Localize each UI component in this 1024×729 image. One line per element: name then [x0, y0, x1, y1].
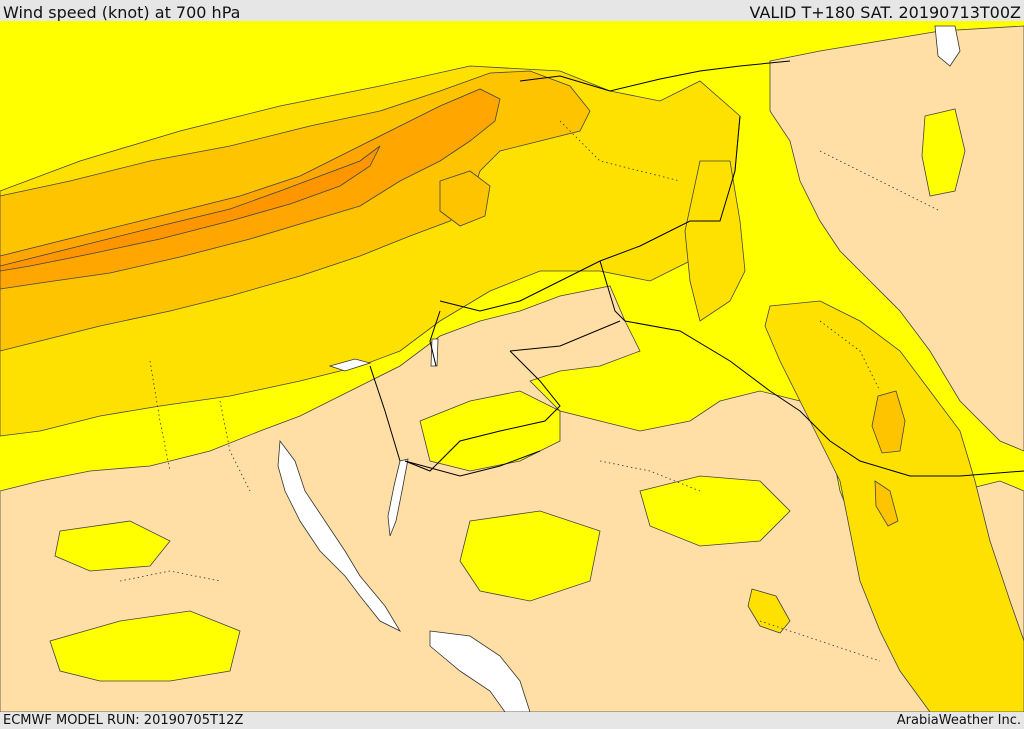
red-sea	[277, 439, 402, 632]
light-wind-patch-3	[459, 510, 601, 602]
red-sea-south	[429, 630, 531, 712]
light-wind-patch-6	[54, 520, 171, 572]
light-wind-patch-1	[419, 390, 561, 472]
moderate-patch-gulf	[871, 390, 906, 454]
wind-band-moderate-sw	[684, 160, 746, 322]
map-footer: ECMWF MODEL RUN: 20190705T12Z ArabiaWeat…	[0, 712, 1024, 729]
map-title: Wind speed (knot) at 700 hPa	[3, 3, 241, 22]
mediterranean-coast	[328, 358, 372, 372]
dead-sea	[430, 338, 439, 367]
map-canvas	[0, 21, 1024, 712]
wind-band-fresh-inland	[439, 170, 491, 227]
wind-band-very-strong	[0, 145, 381, 272]
model-run-label: ECMWF MODEL RUN: 20190705T12Z	[3, 713, 244, 728]
wind-speed-map	[0, 21, 1024, 712]
light-wind-patch-2	[49, 610, 241, 682]
credit-label: ArabiaWeather Inc.	[896, 713, 1021, 728]
moderate-patch-east3	[747, 588, 791, 634]
map-header: Wind speed (knot) at 700 hPa VALID T+180…	[0, 0, 1024, 22]
country-borders	[369, 60, 1024, 477]
moderate-patch-east2	[874, 480, 899, 527]
valid-time: VALID T+180 SAT. 20190713T00Z	[749, 3, 1021, 22]
gulf-of-aqaba	[387, 458, 409, 537]
admin-boundaries	[119, 120, 941, 662]
caspian-inlet	[934, 25, 961, 67]
light-wind-patch-4	[639, 475, 791, 547]
light-wind-patch-5	[921, 108, 966, 197]
